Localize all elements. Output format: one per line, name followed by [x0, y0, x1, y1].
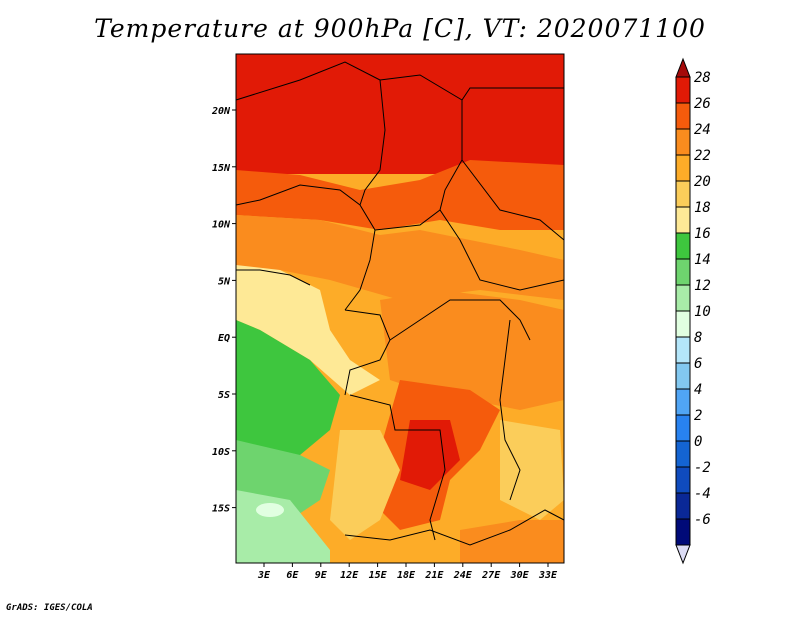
- field-southeast: [460, 520, 564, 563]
- field-ocean-green: [236, 320, 340, 470]
- colorbar-swatch: [675, 336, 691, 364]
- colorbar-label: 28: [694, 70, 711, 86]
- field-east-highland: [500, 420, 564, 520]
- colorbar-swatch: [675, 492, 691, 520]
- lon-tick-label: 27E: [481, 570, 501, 581]
- country-borders: [235, 61, 565, 546]
- colorbar-label: 6: [694, 356, 702, 372]
- border-east-lakes: [499, 319, 521, 501]
- colorbar-swatch: [675, 440, 691, 468]
- colorbar-label: 26: [694, 96, 711, 112]
- border-cameroon-gabon: [344, 309, 391, 396]
- border-congo-drc: [389, 299, 531, 341]
- colorbar-label: 16: [694, 226, 711, 242]
- lon-tick-label: 30E: [510, 570, 530, 581]
- colorbar-swatch: [675, 518, 691, 546]
- colorbar-label: 10: [694, 304, 711, 320]
- colorbar-swatch: [675, 154, 691, 182]
- temperature-field: [236, 54, 564, 563]
- colorbar-swatch: [675, 206, 691, 234]
- lon-tick-label: 33E: [538, 570, 558, 581]
- field-savanna-band: [236, 215, 564, 300]
- colorbar-top-arrow: [675, 57, 691, 78]
- colorbar-swatch: [675, 362, 691, 390]
- colorbar-swatch: [675, 388, 691, 416]
- colorbar-label: -2: [694, 460, 711, 476]
- colorbar-label: 14: [694, 252, 711, 268]
- border-car: [374, 209, 565, 291]
- field-ocean-cool-spot: [256, 503, 284, 517]
- colorbar-label: 18: [694, 200, 711, 216]
- colorbar-swatch: [675, 258, 691, 286]
- map-frame: [235, 53, 565, 564]
- lon-tick-label: 12E: [340, 570, 359, 581]
- colorbar-label: -6: [694, 512, 711, 528]
- chart-title: Temperature at 900hPa [C], VT: 202007110…: [94, 14, 706, 43]
- field-north-hot: [236, 54, 564, 174]
- lat-tick-label: 10N: [212, 220, 231, 231]
- field-sahel-band: [236, 160, 564, 230]
- colorbar-label: 20: [694, 174, 711, 190]
- colorbar-swatch: [675, 102, 691, 130]
- longitude-axis: 3E 6E 9E 12E 15E 18E 21E 24E 27E 30E 33E: [257, 563, 558, 581]
- latitude-axis: 20N 15N 10N 5N EQ 5S 10S 15S: [211, 106, 236, 515]
- colorbar-bottom-arrow: [675, 544, 691, 565]
- border-west-coast: [236, 269, 311, 286]
- lat-tick-label: 15S: [212, 504, 230, 515]
- lat-tick-label: 5S: [218, 390, 230, 401]
- colorbar-swatch: [675, 232, 691, 260]
- lat-tick-label: EQ: [218, 333, 230, 344]
- border-namibia-zambia: [344, 509, 565, 546]
- field-coastal-angola: [330, 430, 400, 540]
- lon-tick-label: 21E: [424, 570, 444, 581]
- border-libya-egypt: [461, 87, 564, 101]
- colorbar-swatch: [675, 180, 691, 208]
- colorbar-swatch: [675, 310, 691, 338]
- colorbar-label: 8: [694, 330, 702, 346]
- lat-tick-label: 5N: [218, 276, 231, 287]
- colorbar-label: 4: [694, 382, 702, 398]
- border-chad-sudan: [461, 159, 565, 241]
- grads-credit: GrADS: IGES/COLA: [6, 603, 93, 613]
- colorbar-label: 22: [694, 148, 711, 164]
- lon-tick-label: 3E: [257, 570, 271, 581]
- border-niger-libya: [379, 74, 463, 211]
- field-congo-basin: [380, 290, 564, 410]
- border-algeria-mali: [235, 61, 386, 206]
- colorbar-swatch: [675, 284, 691, 312]
- colorbar-swatch: [675, 76, 691, 104]
- lon-tick-label: 9E: [315, 570, 328, 581]
- colorbar-label: 24: [694, 122, 711, 138]
- lat-tick-label: 20N: [211, 106, 231, 117]
- colorbar-label: -4: [694, 486, 711, 502]
- colorbar-swatch: [675, 466, 691, 494]
- lat-tick-label: 10S: [212, 447, 230, 458]
- border-angola-drc: [349, 394, 446, 541]
- field-coastal-cool: [236, 265, 380, 395]
- field-hot-core: [400, 420, 460, 490]
- colorbar-swatch: [675, 128, 691, 156]
- lon-tick-label: 18E: [397, 570, 416, 581]
- colorbar-label: 0: [694, 434, 702, 450]
- colorbar-swatch: [675, 414, 691, 442]
- colorbar-label: 12: [694, 278, 711, 294]
- colorbar-label: 2: [694, 408, 702, 424]
- lon-tick-label: 6E: [286, 570, 299, 581]
- lat-tick-label: 15N: [212, 163, 231, 174]
- lon-tick-label: 24E: [453, 570, 473, 581]
- border-nigeria: [235, 184, 376, 311]
- lon-tick-label: 15E: [369, 570, 388, 581]
